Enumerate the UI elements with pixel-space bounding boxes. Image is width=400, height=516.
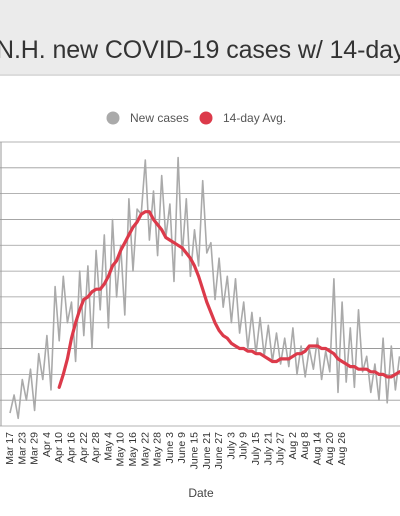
series-line-14-day-avg	[57, 210, 400, 389]
x-tick-label: May 28	[152, 432, 164, 467]
x-tick-label: June 15	[189, 432, 201, 470]
x-tick-label: Apr 16	[66, 432, 78, 463]
x-tick-label: Mar 17	[4, 432, 16, 465]
x-tick-label: July 21	[262, 432, 274, 465]
x-tick-label: June 3	[164, 432, 176, 464]
x-tick-label: Aug 20	[324, 432, 336, 465]
x-tick-label: June 9	[176, 432, 188, 464]
x-tick-label: May 22	[139, 432, 151, 467]
x-tick-label: Apr 28	[90, 432, 102, 463]
x-tick-label: May 16	[127, 432, 139, 467]
x-tick-label: Apr 22	[78, 432, 90, 463]
x-tick-label: Aug 2	[287, 432, 299, 460]
x-tick-label: Aug 8	[299, 432, 311, 460]
x-axis-title: Date	[188, 486, 214, 500]
legend: New cases 14-day Avg.	[106, 111, 286, 125]
title-bar: N.H. new COVID-19 cases w/ 14-day averag…	[0, 0, 400, 74]
x-axis-ticks: Mar 17 Mar 23 Mar 29 Apr 4 Apr 10 Apr 16 Apr 2…	[4, 432, 348, 470]
x-tick-label: July 9	[238, 432, 250, 460]
plot-area	[9, 156, 400, 420]
legend-label-new-cases: New cases	[130, 111, 189, 125]
x-tick-label: Aug 26	[336, 432, 348, 465]
x-tick-label: July 3	[225, 432, 237, 460]
header-divider	[0, 74, 400, 76]
legend-label-14-day-avg: 14-day Avg.	[223, 111, 286, 125]
x-tick-label: July 15	[250, 432, 262, 465]
x-tick-label: Mar 29	[29, 432, 41, 465]
series-line-new-cases	[9, 156, 400, 420]
x-tick-label: Aug 14	[312, 432, 324, 465]
x-tick-label: May 10	[115, 432, 127, 467]
x-tick-label: July 27	[275, 432, 287, 465]
x-tick-label: Apr 10	[53, 432, 65, 463]
x-tick-label: May 4	[102, 432, 114, 461]
x-tick-label: Apr 4	[41, 432, 53, 457]
x-tick-label: June 27	[213, 432, 225, 470]
x-tick-label: Mar 23	[16, 432, 28, 465]
chart-title: N.H. new COVID-19 cases w/ 14-day averag…	[0, 36, 400, 64]
legend-swatch-14-day-avg	[199, 111, 213, 125]
line-chart: New cases 14-day Avg. Mar 17 Mar 23 Mar 29…	[0, 111, 400, 500]
x-tick-label: June 21	[201, 432, 213, 470]
legend-swatch-new-cases	[106, 111, 120, 125]
